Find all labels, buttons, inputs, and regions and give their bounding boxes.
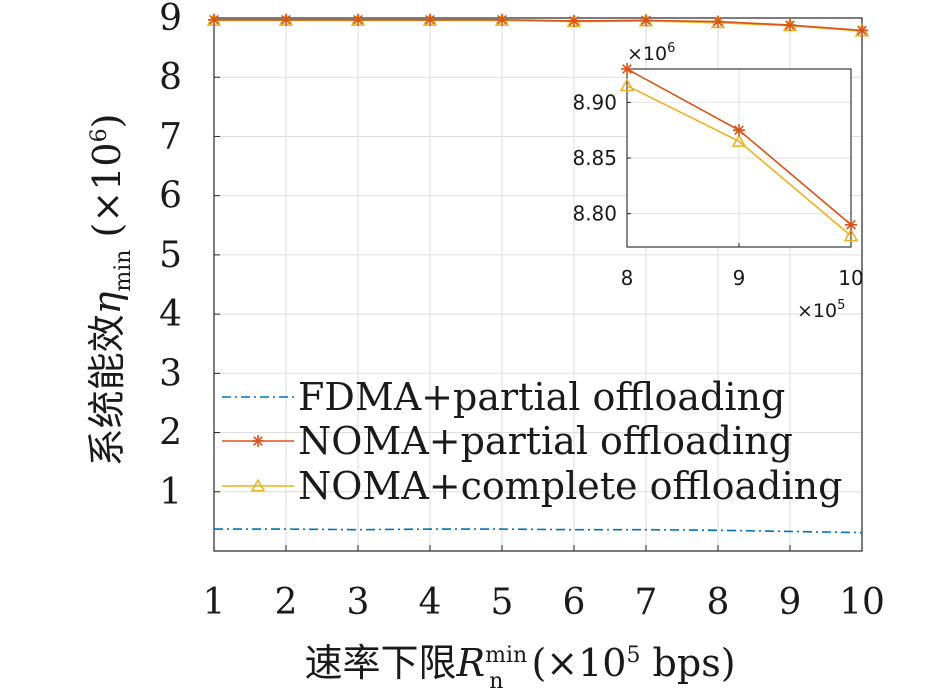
inset-y-tick-label: 8.80 (572, 202, 617, 226)
inset-x-multiplier-base: ×10 (797, 300, 837, 322)
y-axis-label-unit: (×10 (85, 142, 129, 249)
inset-x-tick-label: 8 (621, 266, 634, 290)
x-ticks: 1 2 3 4 5 6 7 8 9 10 (203, 545, 885, 623)
inset-y-tick-label: 8.90 (572, 90, 617, 114)
asterisk-stroke (353, 14, 363, 25)
asterisk-marker (352, 13, 364, 26)
y-axis-label-text: 系统能效 (85, 314, 129, 466)
asterisk-stroke (209, 14, 219, 25)
y-axis-label: 系统能效ηmin (×106) (85, 114, 136, 467)
x-tick-label: 8 (707, 582, 730, 623)
triangle-marker (250, 478, 266, 492)
asterisk-stroke (734, 125, 744, 136)
inset-x-tick-label: 10 (838, 266, 863, 290)
series-line (626, 84, 852, 237)
asterisk-marker (208, 13, 220, 26)
asterisk-marker (568, 14, 580, 27)
asterisk-stroke (713, 16, 723, 27)
x-tick-label: 9 (779, 582, 802, 623)
y-tick-label: 4 (159, 294, 182, 335)
inset-x-multiplier-exponent: 5 (837, 298, 845, 313)
inset-chart: 8 9 108.808.858.90×106×105 (572, 41, 863, 322)
legend-label: FDMA+partial offloading (298, 375, 785, 419)
inset-x-multiplier: ×105 (797, 298, 845, 322)
y-axis-label-symbol: η (85, 291, 129, 314)
x-axis-label-unit-exponent: 5 (626, 643, 640, 668)
asterisk-marker (856, 24, 868, 37)
asterisk-stroke (622, 64, 632, 74)
series-line (214, 528, 863, 534)
legend-label: NOMA+partial offloading (298, 419, 793, 463)
inset-x-tick-label: 9 (733, 266, 746, 290)
asterisk-stroke (253, 436, 263, 446)
x-axis-label-superscript: min (485, 643, 527, 668)
y-tick-label: 3 (159, 353, 182, 394)
asterisk-marker (280, 13, 292, 26)
asterisk-marker (640, 14, 652, 27)
inset-y-multiplier-base: ×10 (627, 43, 667, 65)
asterisk-stroke (281, 14, 291, 25)
inset-y-multiplier: ×106 (627, 41, 675, 65)
asterisk-marker (845, 218, 857, 231)
x-tick-label: 10 (839, 582, 885, 623)
asterisk-marker (496, 13, 508, 26)
series-line (214, 19, 863, 32)
y-ticks: 1 2 3 4 5 6 7 8 9 (159, 0, 220, 513)
asterisk-stroke (785, 20, 795, 30)
y-tick-label: 9 (159, 0, 182, 39)
asterisk-marker (712, 15, 724, 28)
asterisk-marker (424, 13, 436, 26)
x-axis-label-subscript: n (489, 669, 503, 689)
inset-y-multiplier-exponent: 6 (667, 41, 675, 56)
x-axis-label-text: 速率下限 (304, 641, 456, 685)
asterisk-marker (784, 19, 796, 32)
plot-frame (213, 17, 863, 552)
plot-series (206, 12, 870, 534)
triangle-marker (731, 133, 747, 147)
series-fdma-partial-offloading (214, 528, 863, 534)
asterisk-stroke (497, 14, 507, 25)
asterisk-stroke (846, 219, 856, 230)
y-axis-label-unit-exponent: 6 (87, 128, 112, 142)
triangle-marker (843, 228, 859, 242)
x-tick-label: 3 (347, 582, 370, 623)
grid-lines (213, 17, 863, 551)
x-axis-label: 速率下限Rmin n (×105 bps) (304, 641, 735, 689)
asterisk-stroke (425, 14, 435, 25)
x-axis-label-symbol: R (455, 641, 485, 685)
x-tick-label: 1 (203, 582, 226, 623)
asterisk-marker (621, 63, 633, 75)
series-noma-partial-offloading (208, 13, 868, 37)
y-tick-label: 8 (159, 57, 182, 98)
series-noma-partial-offloading (621, 63, 857, 231)
legend-label: NOMA+complete offloading (298, 464, 842, 508)
series-line (214, 18, 863, 32)
y-tick-label: 6 (159, 176, 182, 217)
asterisk-marker (733, 124, 745, 137)
asterisk-marker (252, 435, 264, 447)
y-tick-label: 2 (159, 413, 182, 454)
x-tick-label: 5 (491, 582, 514, 623)
y-tick-label: 1 (159, 472, 182, 513)
asterisk-stroke (641, 15, 651, 26)
x-tick-label: 7 (635, 582, 658, 623)
x-tick-label: 2 (275, 582, 298, 623)
asterisk-stroke (857, 25, 867, 36)
y-axis-label-unit-close: ) (85, 114, 129, 129)
y-tick-label: 5 (159, 235, 182, 276)
asterisk-stroke (569, 16, 579, 26)
x-axis-label-unit: (×10 (519, 641, 626, 685)
series-noma-complete-offloading (619, 78, 859, 242)
x-tick-label: 6 (563, 582, 586, 623)
y-tick-label: 7 (159, 116, 182, 157)
x-tick-label: 4 (419, 582, 442, 623)
y-axis-label-subscript: min (111, 250, 136, 292)
inset-y-tick-label: 8.85 (572, 146, 617, 170)
triangle-marker (619, 78, 635, 92)
x-axis-label-unit-close: bps) (640, 641, 735, 685)
